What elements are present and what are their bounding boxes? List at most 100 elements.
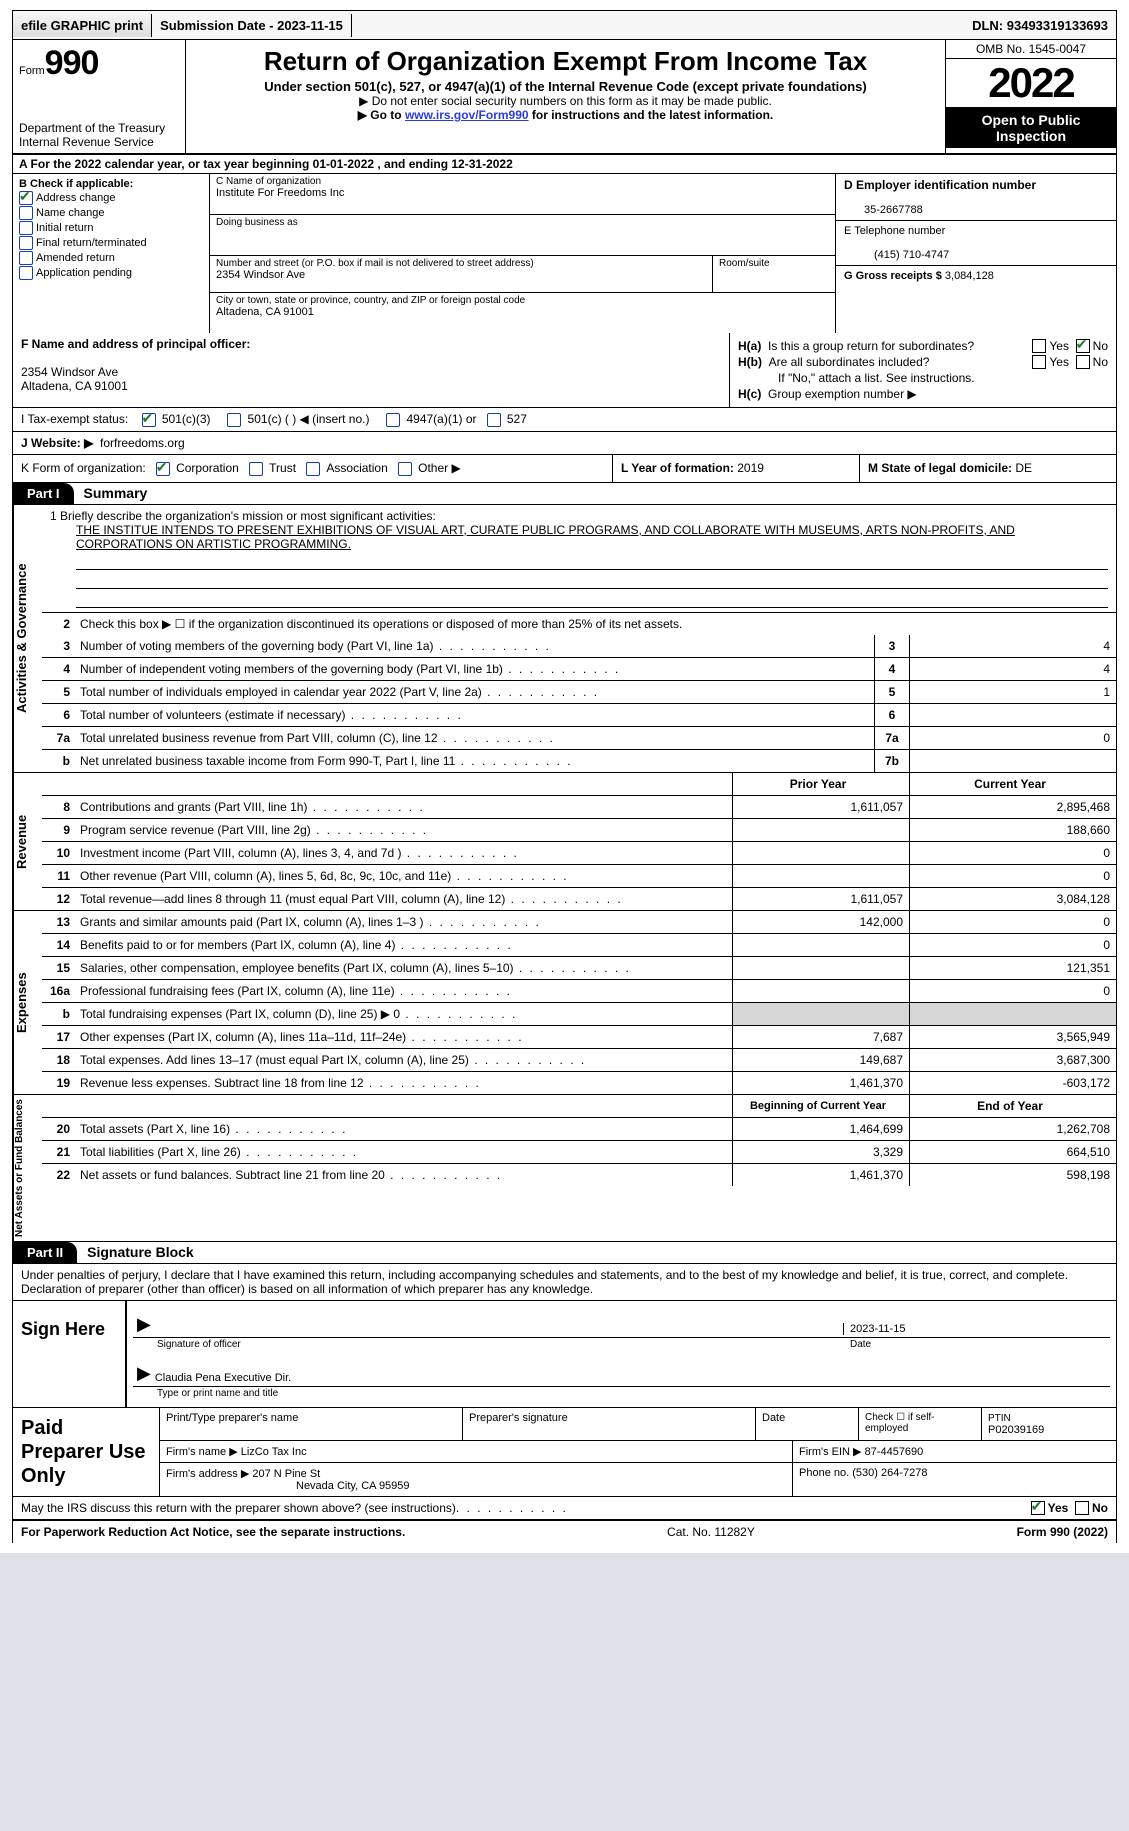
signature-declaration: Under penalties of perjury, I declare th…: [12, 1264, 1117, 1301]
gov-row: 6Total number of volunteers (estimate if…: [42, 704, 1116, 727]
part-2-tab: Part II: [13, 1242, 77, 1263]
cb-501c[interactable]: [227, 413, 241, 427]
gov-row: 7aTotal unrelated business revenue from …: [42, 727, 1116, 750]
paid-preparer-label: Paid Preparer Use Only: [13, 1408, 160, 1496]
firm-ein: 87-4457690: [865, 1446, 924, 1458]
street-address: 2354 Windsor Ave: [216, 269, 706, 281]
tax-year: 2022: [946, 59, 1116, 108]
group-return-block: H(a) Is this a group return for subordin…: [730, 333, 1116, 407]
cb-4947[interactable]: [386, 413, 400, 427]
officer-name: Claudia Pena Executive Dir.: [155, 1372, 291, 1384]
h-c-label: Group exemption number ▶: [768, 387, 917, 401]
submission-date: Submission Date - 2023-11-15: [152, 14, 352, 37]
h-a-yes[interactable]: [1032, 339, 1046, 353]
phone-value: (415) 710-4747: [844, 249, 949, 261]
cb-assoc[interactable]: [306, 462, 320, 476]
expenses-section: Expenses 13Grants and similar amounts pa…: [12, 911, 1117, 1095]
top-toolbar: efile GRAPHIC print Submission Date - 20…: [12, 10, 1117, 40]
table-row: 17Other expenses (Part IX, column (A), l…: [42, 1026, 1116, 1049]
na-header-row: Beginning of Current Year End of Year: [42, 1095, 1116, 1118]
net-assets-section: Net Assets or Fund Balances Beginning of…: [12, 1095, 1117, 1242]
name-title-label: Type or print name and title: [133, 1387, 1110, 1401]
cb-application-pending[interactable]: Application pending: [19, 266, 203, 280]
governance-section: Activities & Governance 1 Briefly descri…: [12, 505, 1117, 773]
year-formation: L Year of formation: 2019: [613, 455, 860, 482]
table-row: 11Other revenue (Part VIII, column (A), …: [42, 865, 1116, 888]
table-row: 15Salaries, other compensation, employee…: [42, 957, 1116, 980]
table-row: 10Investment income (Part VIII, column (…: [42, 842, 1116, 865]
col-b-checkboxes: B Check if applicable: Address change Na…: [13, 174, 210, 333]
form-number: Form990: [19, 44, 179, 83]
block-fh: F Name and address of principal officer:…: [12, 333, 1117, 408]
gov-row: bNet unrelated business taxable income f…: [42, 750, 1116, 772]
header-left: Form990 Department of the Treasury Inter…: [13, 40, 186, 153]
cb-amended[interactable]: Amended return: [19, 251, 203, 265]
sign-here-label: Sign Here: [13, 1301, 127, 1407]
signature-date: 2023-11-15: [850, 1323, 905, 1335]
cb-final-return[interactable]: Final return/terminated: [19, 236, 203, 250]
h-b-no[interactable]: [1076, 355, 1090, 369]
state-domicile: M State of legal domicile: DE: [860, 455, 1116, 482]
cb-trust[interactable]: [249, 462, 263, 476]
cb-corp[interactable]: [156, 462, 170, 476]
part-2-header: Part II Signature Block: [12, 1242, 1117, 1264]
omb-number: OMB No. 1545-0047: [946, 40, 1116, 59]
discuss-no[interactable]: [1075, 1501, 1089, 1515]
firm-name: LizCo Tax Inc: [241, 1446, 307, 1458]
form-of-org: K Form of organization: Corporation Trus…: [13, 455, 613, 482]
gov-row: 5Total number of individuals employed in…: [42, 681, 1116, 704]
footer-right: Form 990 (2022): [1017, 1525, 1108, 1539]
discuss-yes[interactable]: [1031, 1501, 1045, 1515]
name-arrow-icon: ▶: [133, 1363, 155, 1384]
ptin: P02039169: [988, 1424, 1044, 1436]
col-c-org-info: C Name of organization Institute For Fre…: [210, 174, 835, 333]
table-row: 21Total liabilities (Part X, line 26)3,3…: [42, 1141, 1116, 1164]
table-row: 8Contributions and grants (Part VIII, li…: [42, 796, 1116, 819]
preparer-row-3: Firm's address ▶ 207 N Pine St Nevada Ci…: [160, 1463, 1116, 1496]
vtab-governance: Activities & Governance: [13, 505, 42, 772]
sig-date-label: Date: [850, 1339, 1110, 1350]
header-title-block: Return of Organization Exempt From Incom…: [186, 40, 945, 153]
irs-link[interactable]: www.irs.gov/Form990: [405, 108, 529, 122]
cb-501c3[interactable]: [142, 413, 156, 427]
vtab-net-assets: Net Assets or Fund Balances: [13, 1095, 42, 1241]
preparer-row-2: Firm's name ▶ LizCo Tax Inc Firm's EIN ▶…: [160, 1441, 1116, 1463]
form-subtitle-1: Under section 501(c), 527, or 4947(a)(1)…: [192, 79, 939, 94]
table-row: 16aProfessional fundraising fees (Part I…: [42, 980, 1116, 1003]
efile-print-button[interactable]: efile GRAPHIC print: [13, 14, 152, 37]
revenue-section: Revenue Prior Year Current Year 8Contrib…: [12, 773, 1117, 911]
principal-officer: F Name and address of principal officer:…: [13, 333, 730, 407]
form-990-page: efile GRAPHIC print Submission Date - 20…: [0, 0, 1129, 1553]
footer-cat: Cat. No. 11282Y: [405, 1525, 1016, 1539]
cb-527[interactable]: [487, 413, 501, 427]
discuss-row: May the IRS discuss this return with the…: [12, 1497, 1117, 1521]
dept-treasury: Department of the Treasury: [19, 121, 179, 135]
irs-label: Internal Revenue Service: [19, 135, 179, 149]
table-row: 18Total expenses. Add lines 13–17 (must …: [42, 1049, 1116, 1072]
table-row: 19Revenue less expenses. Subtract line 1…: [42, 1072, 1116, 1094]
city-cell: City or town, state or province, country…: [210, 293, 835, 333]
part-1-header: Part I Summary: [12, 483, 1117, 505]
part-1-title: Summary: [74, 485, 148, 501]
header-right: OMB No. 1545-0047 2022 Open to Public In…: [945, 40, 1116, 153]
phone-cell: E Telephone number (415) 710-4747: [836, 221, 1116, 266]
cb-initial-return[interactable]: Initial return: [19, 221, 203, 235]
part-1-tab: Part I: [13, 483, 74, 504]
street-row: Number and street (or P.O. box if mail i…: [210, 256, 835, 293]
mission-block: 1 Briefly describe the organization's mi…: [42, 505, 1116, 613]
cb-address-change[interactable]: Address change: [19, 191, 203, 205]
form-title: Return of Organization Exempt From Incom…: [192, 46, 939, 77]
gov-row: 2Check this box ▶ ☐ if the organization …: [42, 613, 1116, 635]
h-a-no[interactable]: [1076, 339, 1090, 353]
cb-name-change[interactable]: Name change: [19, 206, 203, 220]
col-deg: D Employer identification number 35-2667…: [835, 174, 1116, 333]
vtab-revenue: Revenue: [13, 773, 42, 910]
form-subtitle-3: ▶ Go to www.irs.gov/Form990 for instruct…: [192, 108, 939, 122]
mission-text: THE INSTITUE INTENDS TO PRESENT EXHIBITI…: [76, 523, 1108, 551]
cb-other[interactable]: [398, 462, 412, 476]
part-2-title: Signature Block: [77, 1244, 194, 1260]
col-b-label: B Check if applicable:: [19, 178, 203, 190]
tax-exempt-status-row: I Tax-exempt status: 501(c)(3) 501(c) ( …: [12, 408, 1117, 432]
h-b-yes[interactable]: [1032, 355, 1046, 369]
table-row: 13Grants and similar amounts paid (Part …: [42, 911, 1116, 934]
